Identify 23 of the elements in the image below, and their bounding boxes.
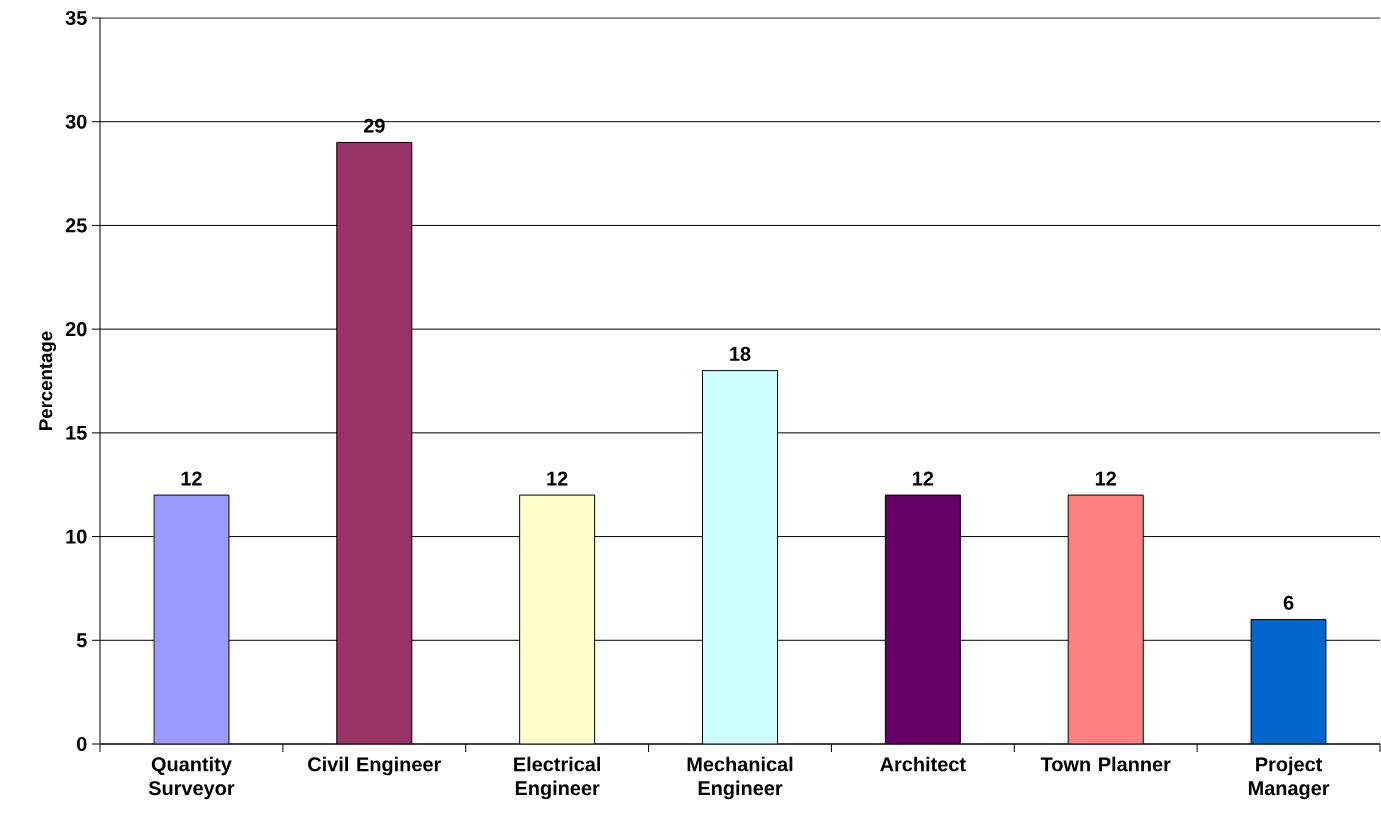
y-tick-label: 0 [77, 736, 87, 752]
x-tick-label: Civil Engineer [308, 756, 441, 776]
data-label: 12 [1095, 471, 1116, 486]
x-tick-label: Architect [880, 756, 966, 772]
data-label: 18 [730, 346, 751, 361]
y-tick-label: 15 [66, 425, 87, 440]
x-tick-label: Quantity Surveyor [148, 756, 235, 800]
data-label: 12 [181, 471, 202, 486]
y-tick-label: 30 [65, 114, 87, 129]
data-label: 29 [363, 118, 385, 133]
x-tick-label: Town Planner [1040, 756, 1171, 772]
data-label: 12 [913, 471, 934, 486]
x-tick-label: Project Manager [1248, 756, 1330, 800]
x-tick-label: Mechanical Engineer [687, 756, 793, 800]
data-label: 12 [547, 471, 568, 486]
y-tick-label: 10 [66, 529, 87, 544]
y-tick-label: 5 [76, 633, 87, 648]
y-tick-label: 25 [65, 218, 87, 233]
y-axis-title: Percentage [39, 331, 57, 430]
y-tick-label: 35 [65, 10, 87, 26]
y-tick-label: 20 [65, 322, 87, 337]
data-label: 6 [1283, 595, 1294, 610]
x-tick-label: Electrical Engineer [514, 756, 601, 800]
